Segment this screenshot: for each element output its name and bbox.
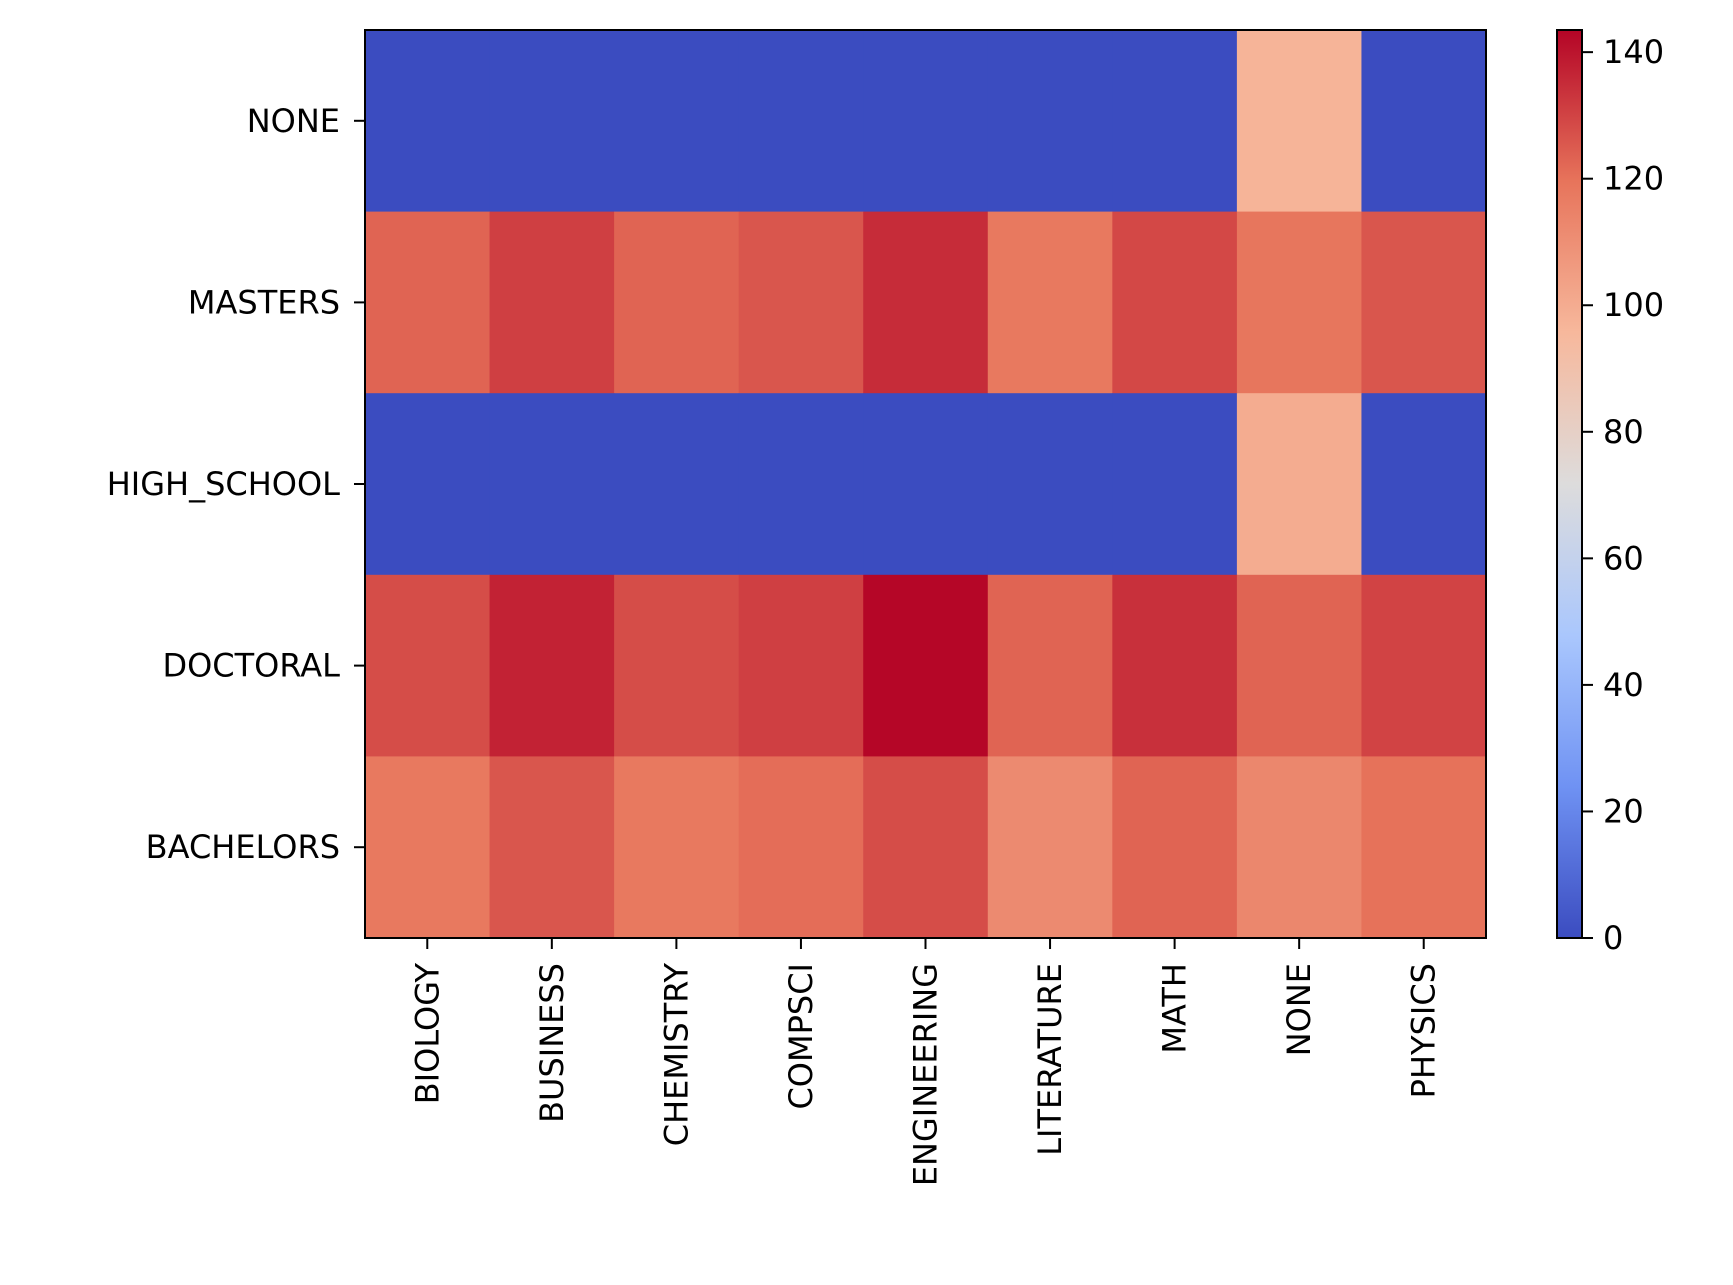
x-tick-label: BIOLOGY bbox=[408, 963, 446, 1105]
x-tick-label: NONE bbox=[1280, 963, 1318, 1056]
heatmap-cell bbox=[365, 756, 491, 939]
heatmap-cell bbox=[1112, 211, 1238, 394]
colorbar-tick-label: 100 bbox=[1603, 286, 1664, 324]
heatmap-cell bbox=[489, 756, 615, 939]
colorbar-tick-label: 40 bbox=[1603, 666, 1644, 704]
heatmap-cell bbox=[614, 30, 740, 213]
heatmap-cell bbox=[365, 574, 491, 757]
y-tick-label: DOCTORAL bbox=[162, 647, 340, 685]
heatmap-cell bbox=[489, 393, 615, 576]
colorbar-tick-label: 20 bbox=[1603, 792, 1644, 830]
heatmap-cell bbox=[987, 211, 1113, 394]
heatmap-cell bbox=[489, 574, 615, 757]
heatmap-cell bbox=[1112, 756, 1238, 939]
heatmap-cell bbox=[863, 30, 989, 213]
heatmap-cell bbox=[1361, 30, 1487, 213]
colorbar: 0 20 40 60 80 100 120 140 bbox=[1556, 29, 1664, 957]
colorbar-tick-label: 120 bbox=[1603, 160, 1664, 198]
heatmap-cell bbox=[738, 756, 864, 939]
heatmap-cell bbox=[1236, 756, 1363, 939]
x-tick-label: PHYSICS bbox=[1405, 963, 1443, 1098]
y-axis: NONE MASTERS HIGH_SCHOOL DOCTORAL BACHELORS bbox=[107, 102, 365, 866]
x-tick-label: CHEMISTRY bbox=[657, 963, 695, 1147]
heatmap-cell bbox=[1361, 393, 1487, 576]
heatmap-cell bbox=[614, 393, 740, 576]
colorbar-frame bbox=[1556, 29, 1583, 939]
heatmap-cell bbox=[614, 574, 740, 757]
x-tick-label: MATH bbox=[1156, 963, 1194, 1054]
heatmap-cell bbox=[1236, 211, 1363, 394]
heatmap-cell bbox=[614, 211, 740, 394]
heatmap-cells bbox=[365, 30, 1487, 939]
y-tick-label: HIGH_SCHOOL bbox=[107, 465, 340, 503]
heatmap-cell bbox=[738, 30, 864, 213]
heatmap-cell bbox=[1361, 756, 1487, 939]
heatmap-cell bbox=[738, 211, 864, 394]
heatmap-cell bbox=[987, 756, 1113, 939]
heatmap-cell bbox=[863, 393, 989, 576]
heatmap-cell bbox=[1361, 211, 1487, 394]
y-tick-label: BACHELORS bbox=[146, 828, 340, 866]
colorbar-gradient bbox=[1557, 30, 1582, 938]
colorbar-ticks: 0 20 40 60 80 100 120 140 bbox=[1582, 33, 1664, 957]
heatmap-cell bbox=[1236, 574, 1363, 757]
x-tick-label: BUSINESS bbox=[533, 963, 571, 1123]
colorbar-tick-label: 60 bbox=[1603, 539, 1644, 577]
x-tick-label: COMPSCI bbox=[782, 963, 820, 1110]
colorbar-tick-label: 80 bbox=[1603, 413, 1644, 451]
y-tick-label: MASTERS bbox=[188, 283, 340, 321]
heatmap-cell bbox=[1236, 393, 1363, 576]
heatmap-cell bbox=[738, 574, 864, 757]
heatmap-cell bbox=[987, 393, 1113, 576]
x-tick-label: ENGINEERING bbox=[907, 963, 945, 1186]
heatmap-cell bbox=[365, 211, 491, 394]
heatmap-cell bbox=[987, 30, 1113, 213]
heatmap-cell bbox=[863, 211, 989, 394]
heatmap-cell bbox=[863, 756, 989, 939]
heatmap-cell bbox=[1361, 574, 1487, 757]
heatmap-cell bbox=[365, 30, 491, 213]
x-axis: BIOLOGY BUSINESS CHEMISTRY COMPSCI ENGINEERI… bbox=[408, 938, 1443, 1186]
heatmap-cell bbox=[1236, 30, 1363, 213]
heatmap-cell bbox=[1112, 393, 1238, 576]
x-tick-label: LITERATURE bbox=[1031, 963, 1069, 1156]
heatmap-cell bbox=[489, 30, 615, 213]
heatmap-cell bbox=[489, 211, 615, 394]
heatmap-cell bbox=[1112, 30, 1238, 213]
heatmap-cell bbox=[987, 574, 1113, 757]
colorbar-tick-label: 0 bbox=[1603, 919, 1623, 957]
heatmap-cell bbox=[738, 393, 864, 576]
colorbar-tick-label: 140 bbox=[1603, 33, 1664, 71]
y-tick-label: NONE bbox=[247, 102, 340, 140]
heatmap-cell bbox=[863, 574, 989, 757]
heatmap-cell bbox=[365, 393, 491, 576]
heatmap-cell bbox=[614, 756, 740, 939]
heatmap-cell bbox=[1112, 574, 1238, 757]
